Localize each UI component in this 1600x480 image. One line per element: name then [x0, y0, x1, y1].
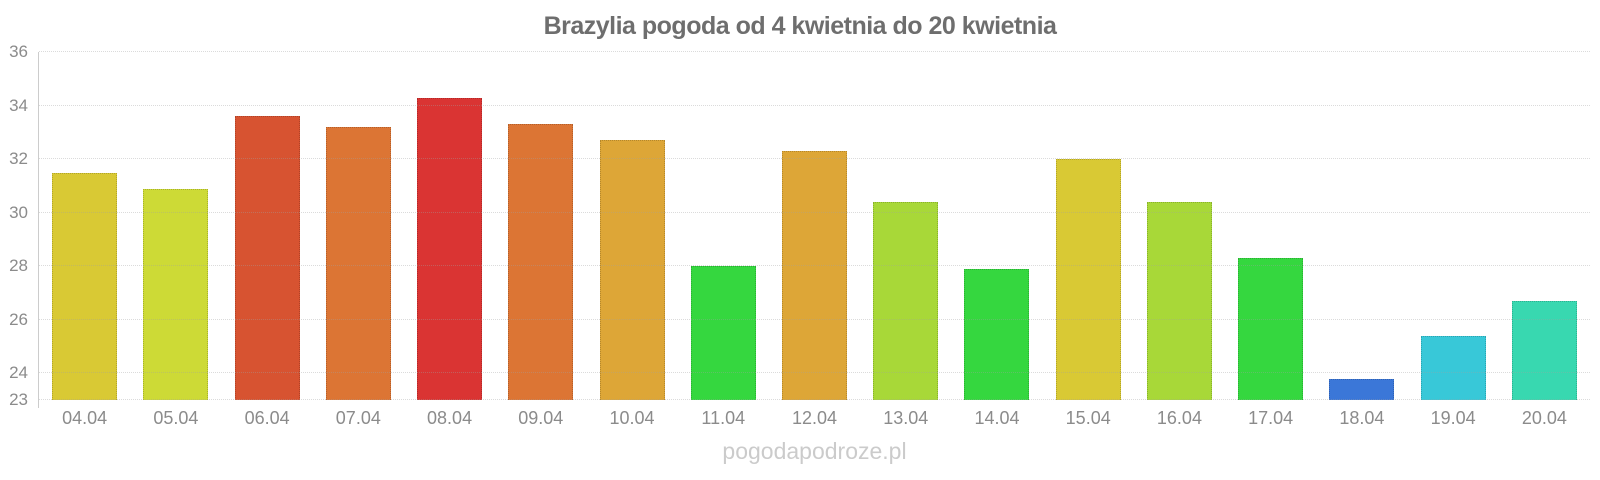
x-tick-label-16.04: 16.04 [1156, 408, 1202, 428]
x-tick-label-07.04: 07.04 [335, 408, 381, 428]
bar-11.04[interactable] [690, 266, 756, 400]
bar-slot-14.04 [951, 52, 1042, 400]
bar-slot-16.04 [1134, 52, 1225, 400]
bar-slot-17.04 [1225, 52, 1316, 400]
bar-slot-07.04 [313, 52, 404, 400]
x-tick-label-06.04: 06.04 [244, 408, 290, 428]
y-tick-label-28: 28 [9, 256, 28, 276]
bar-slot-15.04 [1043, 52, 1134, 400]
y-tick-label-36: 36 [9, 42, 28, 61]
chart-title: Brazylia pogoda od 4 kwietnia do 20 kwie… [543, 12, 1057, 40]
bar-04.04[interactable] [52, 172, 118, 400]
bar-slot-19.04 [1408, 52, 1499, 400]
bar-slot-13.04 [860, 52, 951, 400]
bar-13.04[interactable] [873, 201, 939, 400]
x-axis-labels: 04.04 05.04 06.04 07.04 08.04 09.04 10.04 11.04… [39, 408, 1590, 429]
y-tick-label-24: 24 [9, 363, 28, 383]
bar-slot-12.04 [769, 52, 860, 400]
x-tick-label-17.04: 17.04 [1248, 408, 1294, 428]
y-tick-label-30: 30 [9, 202, 28, 222]
x-tick-label-09.04: 09.04 [518, 408, 564, 428]
x-tick-label-13.04: 13.04 [883, 408, 929, 428]
bar-slot-11.04 [678, 52, 769, 400]
bar-15.04[interactable] [1055, 159, 1121, 400]
y-tick-label-26: 26 [9, 309, 28, 329]
bar-slot-08.04 [404, 52, 495, 400]
bar-10.04[interactable] [599, 140, 665, 400]
plot-area [39, 51, 1590, 400]
x-tick-label-20.04: 20.04 [1521, 408, 1567, 428]
bar-slot-09.04 [495, 52, 586, 400]
y-tick-label-32: 32 [9, 149, 28, 169]
x-tick-label-11.04: 11.04 [701, 408, 746, 428]
bar-slot-06.04 [221, 52, 312, 400]
bar-17.04[interactable] [1238, 258, 1304, 400]
bar-08.04[interactable] [417, 97, 483, 400]
x-tick-label-15.04: 15.04 [1065, 408, 1111, 428]
x-tick-label-19.04: 19.04 [1430, 408, 1476, 428]
bar-18.04[interactable] [1329, 378, 1395, 400]
bar-slot-04.04 [39, 52, 130, 400]
bar-20.04[interactable] [1511, 301, 1577, 400]
x-tick-label-12.04: 12.04 [791, 408, 838, 428]
y-tick-label-23: 23 [9, 390, 28, 409]
x-tick-label-05.04: 05.04 [153, 408, 199, 428]
bar-09.04[interactable] [508, 124, 574, 400]
x-tick-label-08.04: 08.04 [427, 408, 473, 428]
bar-slot-18.04 [1316, 52, 1407, 400]
bar-16.04[interactable] [1146, 201, 1212, 400]
bar-12.04[interactable] [781, 151, 847, 400]
bar-05.04[interactable] [143, 188, 209, 400]
bar-07.04[interactable] [325, 127, 391, 400]
bar-slot-20.04 [1499, 52, 1590, 400]
x-tick-label-18.04: 18.04 [1339, 408, 1385, 428]
bar-slot-10.04 [586, 52, 677, 400]
bar-06.04[interactable] [234, 116, 300, 400]
watermark: pogodapodroze.pl [722, 438, 907, 464]
bars-row [39, 52, 1590, 400]
x-tick-label-10.04: 10.04 [609, 408, 655, 428]
x-tick-label-04.04: 04.04 [62, 408, 108, 428]
y-axis-line [38, 52, 39, 408]
bar-slot-05.04 [130, 52, 221, 400]
x-tick-label-14.04: 14.04 [974, 408, 1020, 428]
bar-14.04[interactable] [964, 268, 1030, 400]
y-axis-labels: 23 24 26 28 30 32 34 36 [0, 42, 32, 409]
bar-19.04[interactable] [1420, 335, 1486, 400]
y-tick-label-34: 34 [9, 95, 28, 115]
